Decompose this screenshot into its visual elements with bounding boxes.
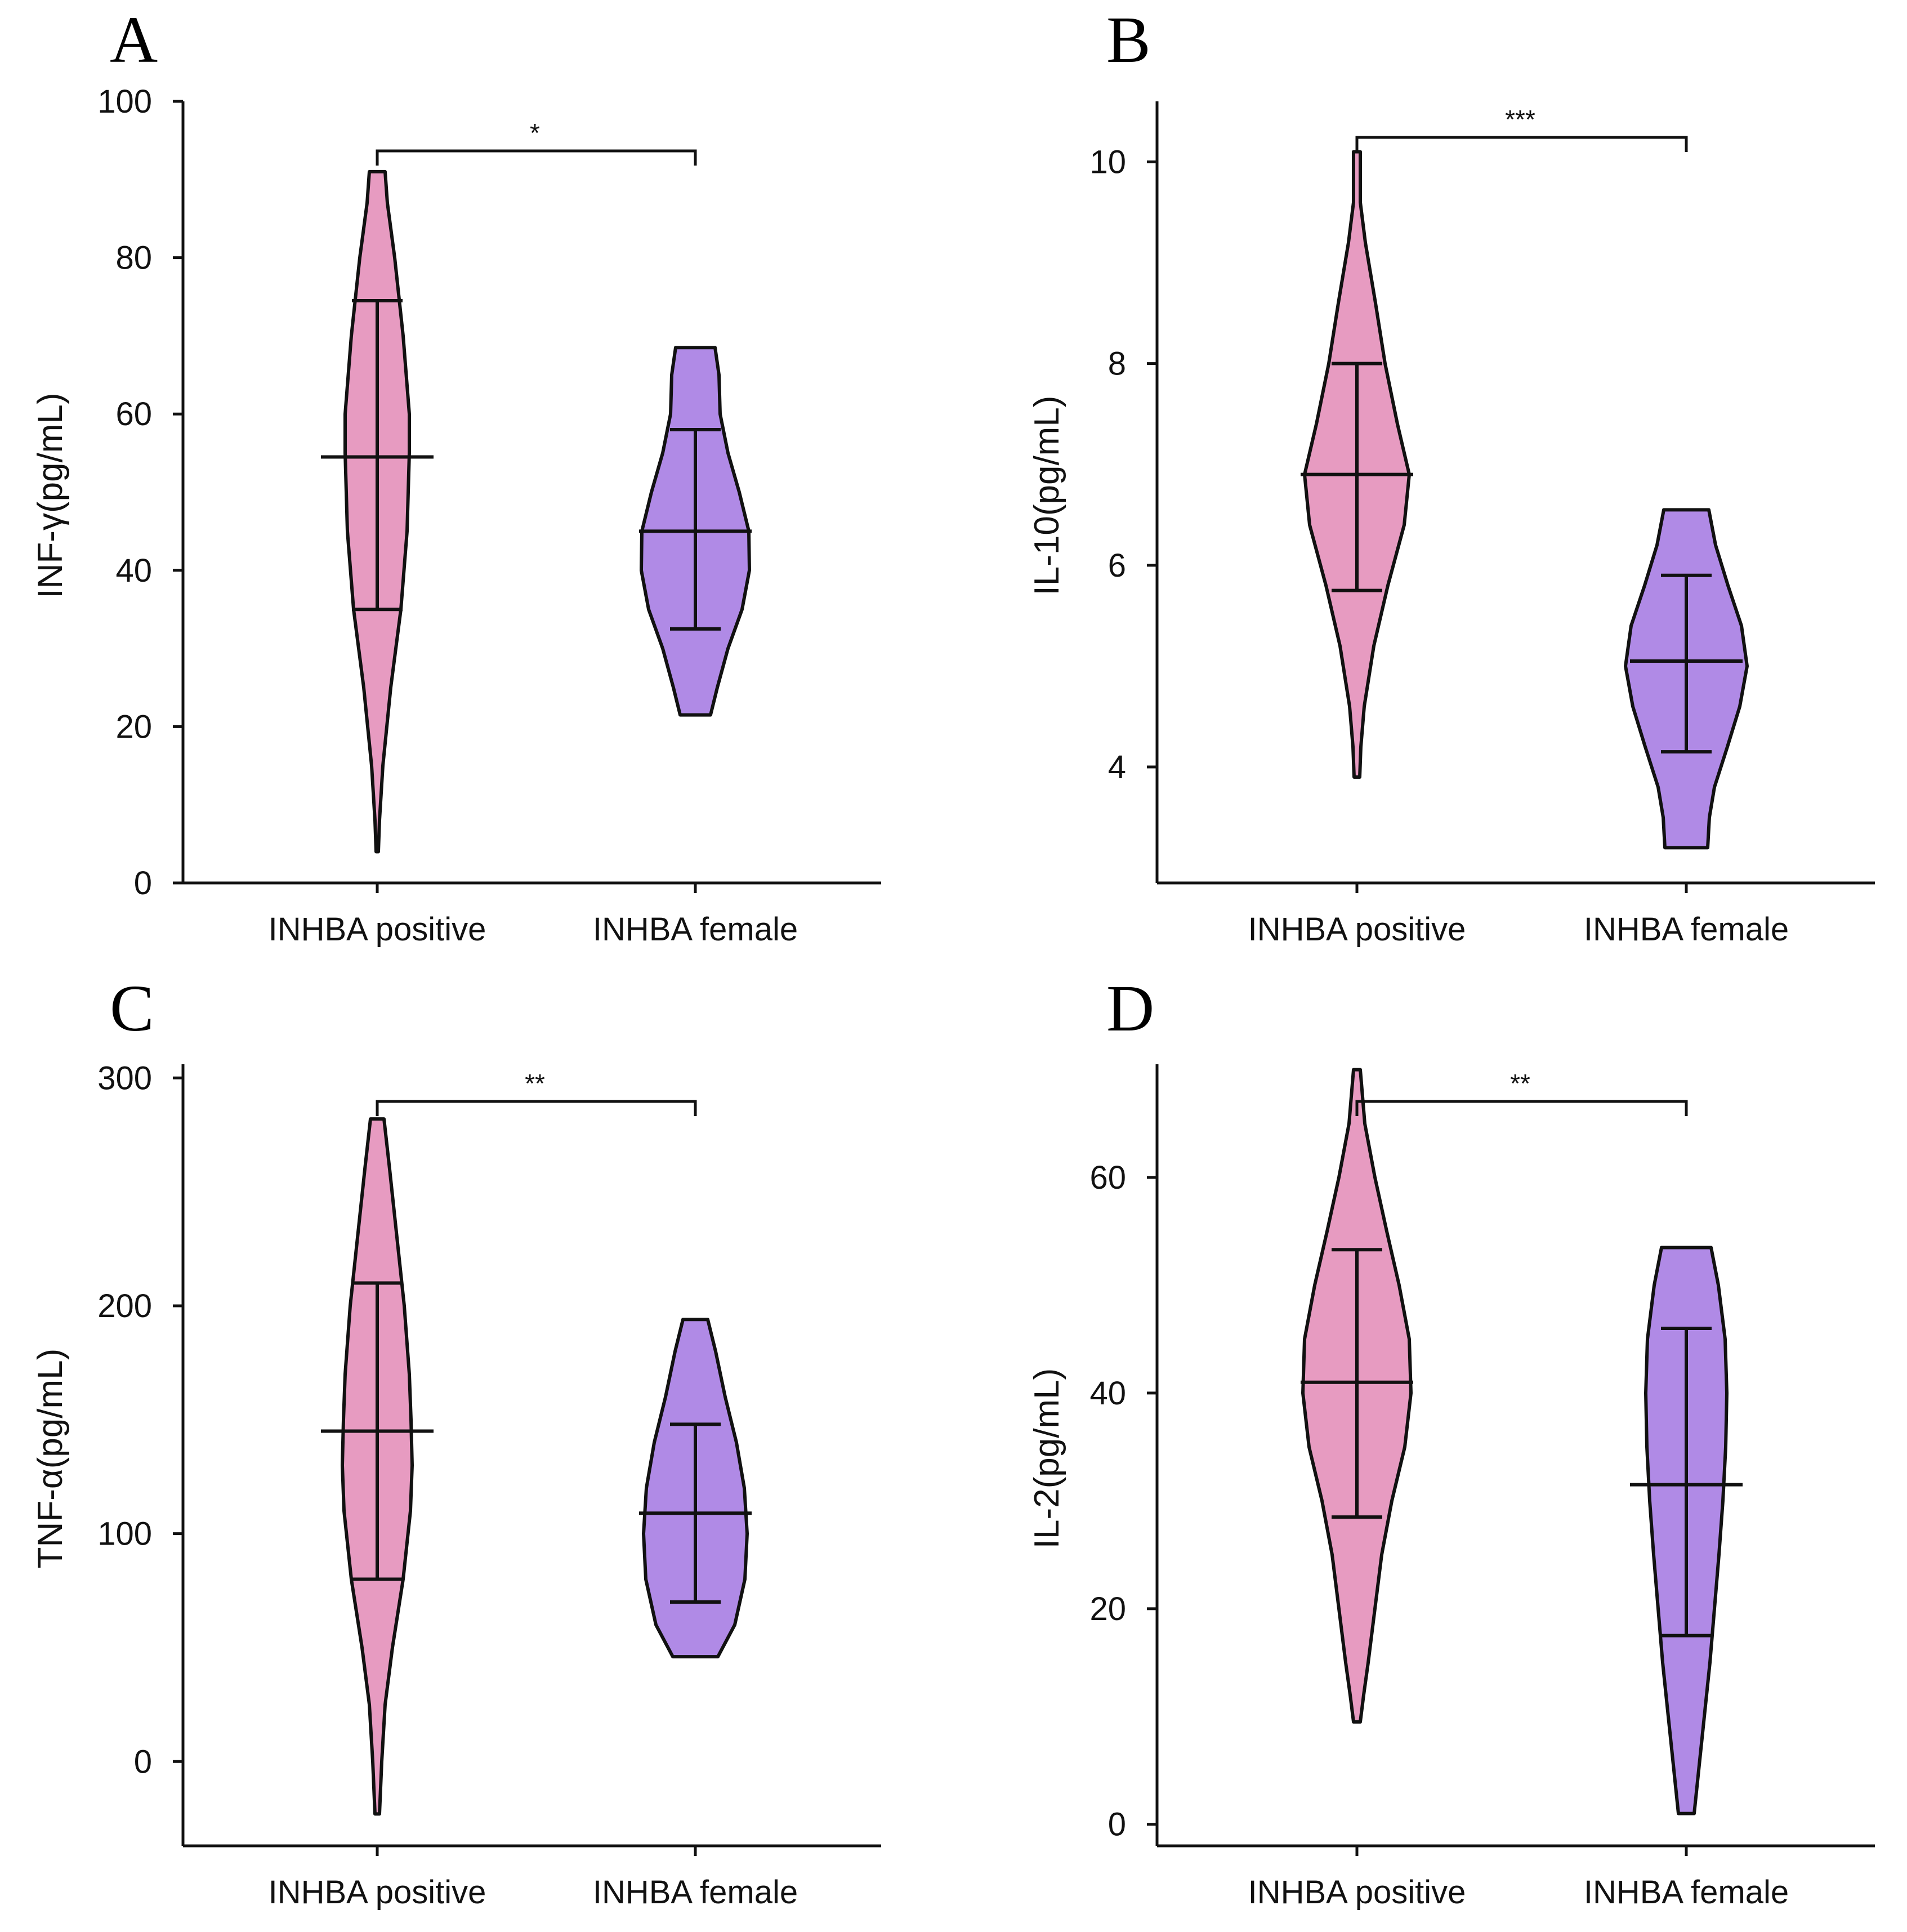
panel-letter: B — [1106, 3, 1151, 77]
x-tick-label: INHBA positive — [1248, 911, 1466, 948]
x-tick-label: INHBA female — [593, 1874, 798, 1911]
panel-letter: A — [110, 3, 158, 77]
y-axis-title: INF-γ(pg/mL) — [31, 392, 70, 598]
y-tick-label: 4 — [1108, 749, 1126, 786]
y-tick-label: 60 — [115, 396, 152, 432]
plot-area: 0 100 200 300 — [97, 1060, 881, 1856]
x-tick-label: INHBA female — [1584, 911, 1789, 948]
y-axis-title: IL-10(pg/mL) — [1028, 396, 1066, 596]
y-tick-label: 40 — [115, 552, 152, 589]
y-tick-label: 0 — [134, 1743, 152, 1780]
panel-b: B IL-10(pg/mL) INHBA positive INHBA fema… — [1028, 3, 1875, 948]
significance-bracket — [1355, 136, 1688, 152]
x-tick-label: INHBA positive — [1248, 1874, 1466, 1911]
significance-bracket — [1355, 1100, 1688, 1116]
significance-label: ** — [1510, 1069, 1530, 1098]
x-tick-label: INHBA female — [593, 911, 798, 948]
significance-bracket — [376, 1100, 697, 1116]
panel-d: D IL-2(pg/mL) INHBA positive INHBA femal… — [1028, 971, 1875, 1911]
significance-label: *** — [1505, 105, 1535, 134]
plot-area: 0 20 40 60 — [1089, 1064, 1875, 1856]
plot-area: 4 6 8 10 — [1089, 101, 1875, 893]
y-tick-label: 100 — [97, 1516, 152, 1552]
panel-c: C TNF-α(pg/mL) INHBA positive INHBA fema… — [31, 971, 881, 1911]
x-tick-label: INHBA positive — [269, 911, 486, 948]
y-axis-title: TNF-α(pg/mL) — [31, 1349, 70, 1569]
y-tick-label: 100 — [97, 83, 152, 120]
y-tick-label: 200 — [97, 1288, 152, 1324]
y-tick-label: 6 — [1108, 547, 1126, 584]
y-tick-label: 10 — [1089, 144, 1126, 180]
significance-label: ** — [525, 1069, 545, 1098]
significance-bracket — [376, 149, 697, 166]
y-tick-label: 0 — [1108, 1806, 1126, 1843]
plot-area: 0 20 40 60 80 100 — [97, 83, 881, 902]
significance-label: * — [530, 118, 540, 148]
y-tick-label: 40 — [1089, 1375, 1126, 1412]
y-tick-label: 8 — [1108, 346, 1126, 382]
y-tick-label: 300 — [97, 1060, 152, 1096]
y-axis-title: IL-2(pg/mL) — [1028, 1368, 1066, 1549]
panel-letter: D — [1106, 971, 1154, 1045]
y-tick-label: 20 — [115, 708, 152, 745]
panel-a: A INF-γ(pg/mL) INHBA positive INHBA fema… — [31, 3, 881, 948]
y-tick-label: 80 — [115, 240, 152, 276]
y-tick-label: 0 — [134, 865, 152, 902]
y-tick-label: 20 — [1089, 1591, 1126, 1627]
x-tick-label: INHBA positive — [269, 1874, 486, 1911]
x-tick-label: INHBA female — [1584, 1874, 1789, 1911]
panel-letter: C — [110, 971, 154, 1045]
y-tick-label: 60 — [1089, 1159, 1126, 1196]
